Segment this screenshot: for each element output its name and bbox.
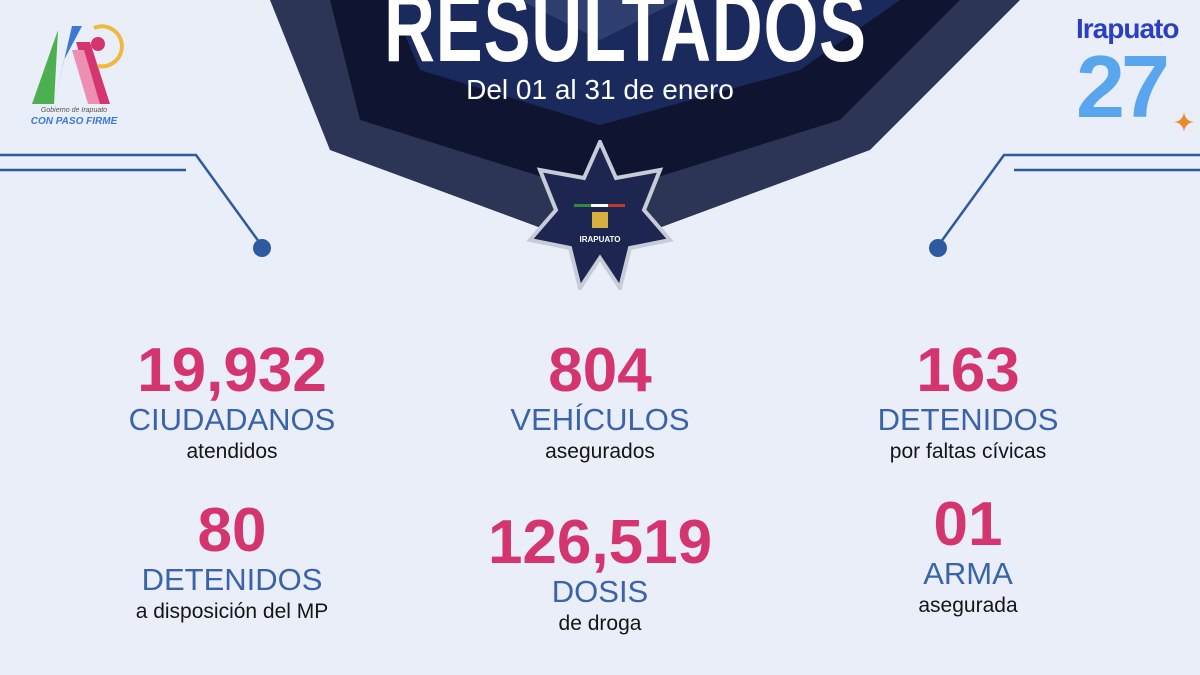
irapuato-27-logo: Irapuato 27 [1074,14,1200,134]
police-badge: IRAPUATO [520,137,680,293]
header-inner-shape [390,0,900,125]
stat-detenidos-mp: 80 DETENIDOS a disposición del MP [52,500,412,626]
date-range: Del 01 al 31 de enero [466,74,734,105]
stat-number: 19,932 [137,336,327,405]
right-connector-line [936,153,1200,247]
stat-label: DETENIDOS [141,562,323,597]
stat-number: 126,519 [487,508,713,577]
header-center-shape [520,0,680,40]
stat-ciudadanos: 19,932 CIUDADANOS atendidos [52,340,412,466]
stat-sub: de droga [558,612,642,635]
logo-number: 27 [1076,37,1170,136]
logo-mark-icon [32,24,124,104]
stat-number: 80 [197,496,267,565]
stat-sub: a disposición del MP [135,600,329,623]
star-badge-icon: IRAPUATO [526,137,674,293]
stat-detenidos-faltas: 163 DETENIDOS por faltas cívicas [788,340,1148,466]
stat-sub: asegurados [545,440,655,463]
page-title: RESULTADOS [384,0,867,82]
gobierno-irapuato-logo: Gobierno de Irapuato CON PASO FIRME [24,20,124,130]
left-connector-dot [253,239,271,257]
stat-arma: 01 ARMA asegurada [788,494,1148,620]
logo-word: Irapuato [1076,13,1179,44]
stat-label: DETENIDOS [877,402,1059,437]
stat-vehiculos: 804 VEHÍCULOS asegurados [420,340,780,466]
stat-label: CIUDADANOS [128,402,336,437]
stat-number: 804 [548,336,652,405]
stat-label: VEHÍCULOS [510,402,690,437]
stat-sub: asegurada [918,594,1018,617]
stat-number: 163 [916,336,1020,405]
stat-label: DOSIS [551,574,649,609]
logo-caption-small: Gobierno de Irapuato [40,107,108,114]
logo-caption-main: CON PASO FIRME [30,116,118,127]
right-connector-dot [929,239,947,257]
badge-city: IRAPUATO [579,235,620,244]
left-connector-line [0,153,264,247]
stat-dosis: 126,519 DOSIS de droga [420,512,780,638]
stat-sub: por faltas cívicas [889,440,1047,463]
sparkle-icon [1174,112,1194,132]
stat-label: ARMA [923,556,1013,591]
stat-sub: atendidos [186,440,278,463]
stat-number: 01 [933,490,1003,559]
